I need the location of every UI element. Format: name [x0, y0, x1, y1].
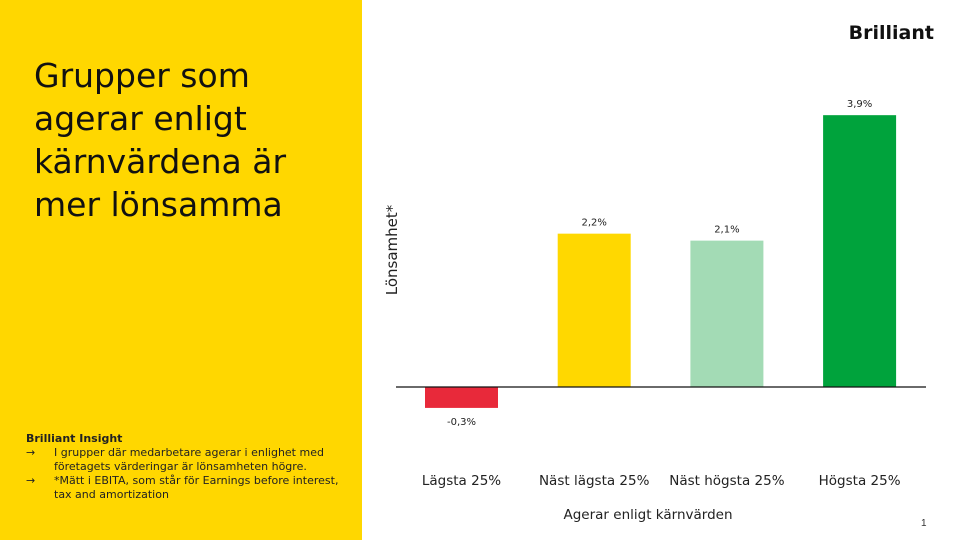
insight-text: I grupper där medarbetare agerar i enlig…: [54, 446, 324, 473]
y-axis-label: Lönsamhet*: [383, 204, 401, 295]
insight-text: *Mätt i EBITA, som står för Earnings bef…: [54, 474, 339, 501]
brilliant-logo: Brilliant: [848, 22, 934, 44]
bar: [823, 115, 897, 388]
category-label: Lägsta 25%: [422, 473, 501, 489]
bar: [557, 233, 631, 387]
insight-box: Brilliant Insight → I grupper där medarbe…: [26, 432, 346, 502]
slide-title: Grupper som agerar enligt kärnvärdena är…: [34, 56, 287, 224]
data-label: 2,2%: [581, 218, 606, 229]
arrow-icon: →: [26, 446, 36, 459]
arrow-icon: →: [26, 474, 36, 487]
category-label: Högsta 25%: [819, 473, 901, 489]
insight-item: → I grupper där medarbetare agerar i enli…: [26, 446, 346, 474]
bar: [690, 240, 764, 387]
category-label: Näst lägsta 25%: [539, 473, 650, 489]
x-axis-label: Agerar enligt kärnvärden: [563, 507, 732, 523]
insight-heading: Brilliant Insight: [26, 432, 123, 445]
data-label: 2,1%: [714, 225, 739, 236]
category-label: Näst högsta 25%: [669, 473, 784, 489]
page-number: 1: [921, 518, 927, 529]
title-panel: Grupper som agerar enligt kärnvärdena är…: [0, 0, 362, 540]
data-label: -0,3%: [447, 417, 476, 428]
bar: [425, 387, 498, 408]
insight-item: → *Mätt i EBITA, som står för Earnings be…: [26, 474, 346, 502]
data-label: 3,9%: [847, 99, 872, 110]
